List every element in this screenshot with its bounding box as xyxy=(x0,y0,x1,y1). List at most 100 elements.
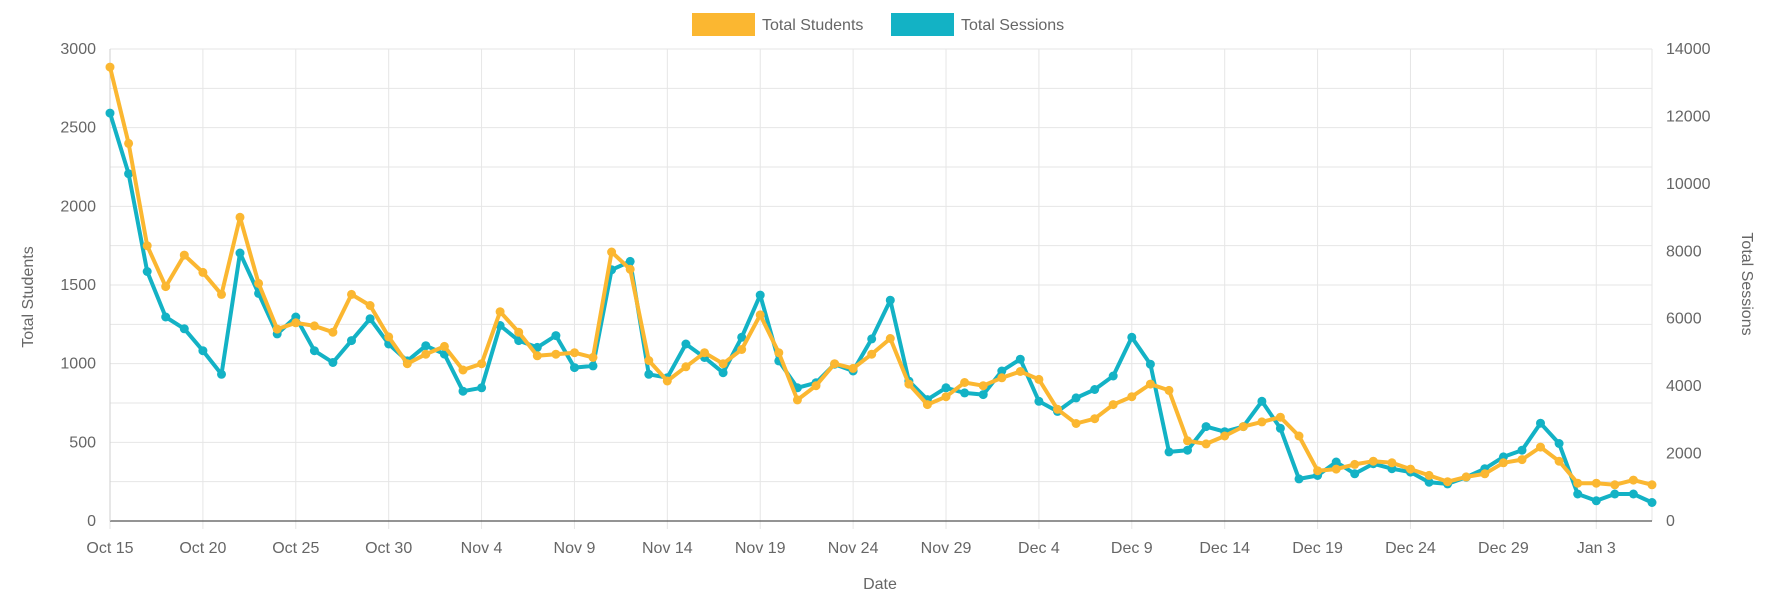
data-point-students[interactable] xyxy=(941,392,951,402)
data-point-students[interactable] xyxy=(161,282,171,292)
data-point-sessions[interactable] xyxy=(1536,418,1545,428)
data-point-students[interactable] xyxy=(570,348,579,358)
data-point-students[interactable] xyxy=(1498,458,1508,468)
data-point-students[interactable] xyxy=(1647,480,1657,490)
data-point-students[interactable] xyxy=(1053,404,1062,414)
data-point-students[interactable] xyxy=(1350,459,1360,469)
data-point-sessions[interactable] xyxy=(198,346,208,356)
data-point-students[interactable] xyxy=(1368,456,1378,466)
data-point-students[interactable] xyxy=(532,351,542,361)
data-point-sessions[interactable] xyxy=(1127,332,1137,342)
data-point-students[interactable] xyxy=(1127,392,1137,402)
data-point-students[interactable] xyxy=(495,307,505,317)
data-point-sessions[interactable] xyxy=(1294,474,1304,484)
data-point-sessions[interactable] xyxy=(997,366,1007,376)
data-point-students[interactable] xyxy=(217,289,226,299)
data-point-sessions[interactable] xyxy=(1164,447,1174,457)
data-point-sessions[interactable] xyxy=(885,295,895,305)
data-point-students[interactable] xyxy=(1591,478,1601,488)
data-point-sessions[interactable] xyxy=(625,256,635,266)
data-point-sessions[interactable] xyxy=(1015,354,1025,364)
data-point-students[interactable] xyxy=(830,359,840,369)
data-point-students[interactable] xyxy=(885,334,895,343)
data-point-sessions[interactable] xyxy=(1610,489,1620,499)
data-point-students[interactable] xyxy=(1387,458,1397,468)
data-point-sessions[interactable] xyxy=(867,334,877,344)
data-point-students[interactable] xyxy=(384,332,394,342)
data-point-sessions[interactable] xyxy=(179,324,189,334)
data-point-students[interactable] xyxy=(1220,431,1230,441)
data-point-students[interactable] xyxy=(421,349,431,359)
data-point-students[interactable] xyxy=(1424,470,1434,480)
data-point-sessions[interactable] xyxy=(235,248,245,258)
data-point-students[interactable] xyxy=(1238,422,1248,432)
data-point-students[interactable] xyxy=(1164,385,1174,395)
legend-swatch-sessions[interactable] xyxy=(891,13,954,36)
data-point-students[interactable] xyxy=(681,362,691,372)
data-point-students[interactable] xyxy=(1480,469,1490,479)
legend-label-students[interactable]: Total Students xyxy=(762,17,863,34)
data-point-students[interactable] xyxy=(235,212,245,222)
data-point-sessions[interactable] xyxy=(1108,371,1118,381)
data-point-sessions[interactable] xyxy=(1275,423,1285,433)
data-point-students[interactable] xyxy=(458,365,468,375)
data-point-students[interactable] xyxy=(1108,400,1118,410)
data-point-sessions[interactable] xyxy=(1331,457,1341,467)
data-point-students[interactable] xyxy=(978,381,988,391)
data-point-sessions[interactable] xyxy=(1424,477,1434,487)
data-point-sessions[interactable] xyxy=(365,314,375,324)
data-point-sessions[interactable] xyxy=(514,336,524,346)
data-point-students[interactable] xyxy=(960,378,970,387)
data-point-sessions[interactable] xyxy=(1201,422,1211,432)
data-point-students[interactable] xyxy=(718,359,728,369)
data-point-sessions[interactable] xyxy=(644,369,654,379)
legend-swatch-students[interactable] xyxy=(692,13,755,36)
data-point-students[interactable] xyxy=(1034,374,1044,384)
data-point-students[interactable] xyxy=(662,376,672,386)
data-point-students[interactable] xyxy=(607,247,617,257)
data-point-sessions[interactable] xyxy=(1257,396,1267,406)
data-point-sessions[interactable] xyxy=(960,388,970,398)
data-point-sessions[interactable] xyxy=(737,332,747,342)
data-point-sessions[interactable] xyxy=(347,336,356,346)
data-point-students[interactable] xyxy=(792,395,802,405)
data-point-students[interactable] xyxy=(700,348,709,358)
data-point-sessions[interactable] xyxy=(681,339,691,349)
data-point-students[interactable] xyxy=(1257,417,1267,427)
data-point-students[interactable] xyxy=(477,359,487,369)
data-point-students[interactable] xyxy=(867,349,877,359)
data-point-students[interactable] xyxy=(774,348,784,358)
data-point-students[interactable] xyxy=(309,321,319,331)
data-point-students[interactable] xyxy=(439,341,449,351)
data-point-students[interactable] xyxy=(1071,419,1081,428)
data-point-students[interactable] xyxy=(922,400,932,410)
data-point-students[interactable] xyxy=(551,349,561,359)
data-point-students[interactable] xyxy=(1406,464,1415,474)
data-point-sessions[interactable] xyxy=(124,169,134,179)
data-point-sessions[interactable] xyxy=(458,386,468,396)
data-point-sessions[interactable] xyxy=(161,312,171,322)
data-point-sessions[interactable] xyxy=(328,358,338,367)
data-point-students[interactable] xyxy=(1183,436,1192,446)
data-point-students[interactable] xyxy=(904,379,914,389)
data-point-students[interactable] xyxy=(755,310,765,320)
data-point-students[interactable] xyxy=(514,327,524,337)
data-point-students[interactable] xyxy=(1015,367,1025,376)
data-point-students[interactable] xyxy=(1294,431,1304,441)
data-point-students[interactable] xyxy=(402,359,412,369)
data-point-sessions[interactable] xyxy=(1183,445,1192,455)
data-point-sessions[interactable] xyxy=(978,390,988,400)
data-point-students[interactable] xyxy=(142,241,152,251)
data-point-students[interactable] xyxy=(1275,412,1285,422)
data-point-sessions[interactable] xyxy=(142,267,152,276)
data-point-students[interactable] xyxy=(1313,466,1323,476)
data-point-students[interactable] xyxy=(272,324,282,334)
data-point-sessions[interactable] xyxy=(1034,396,1044,406)
data-point-students[interactable] xyxy=(737,345,747,354)
data-point-students[interactable] xyxy=(588,352,598,362)
data-point-students[interactable] xyxy=(1461,472,1471,482)
data-point-sessions[interactable] xyxy=(309,346,319,356)
data-point-students[interactable] xyxy=(644,356,654,365)
data-point-sessions[interactable] xyxy=(532,342,542,352)
data-point-students[interactable] xyxy=(365,301,375,310)
